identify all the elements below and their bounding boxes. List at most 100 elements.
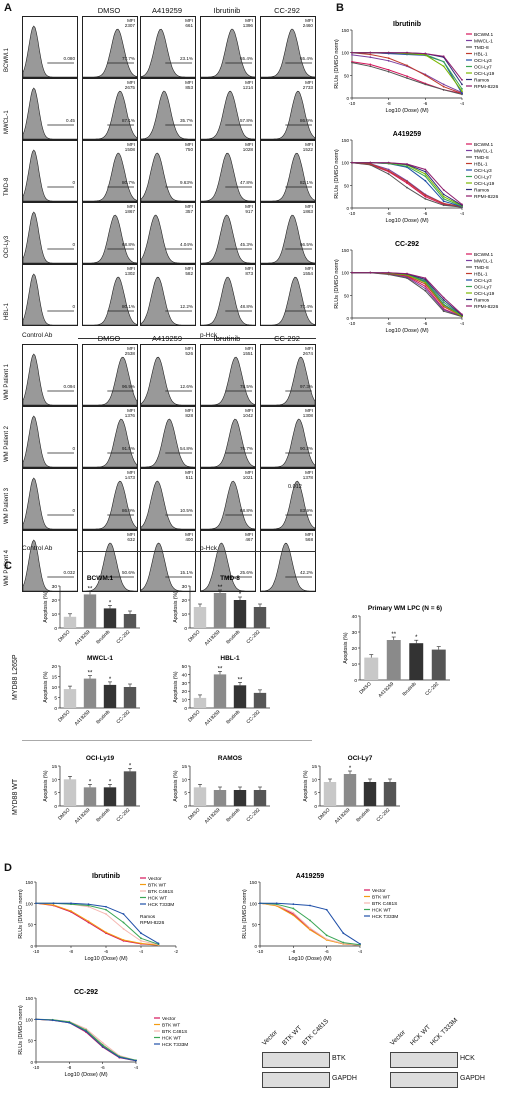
data-point <box>35 902 37 905</box>
chart-title: OCI-Ly19 <box>86 755 115 762</box>
mfi-number: 1554 <box>302 271 313 276</box>
data-point <box>51 1019 54 1022</box>
a-bottom-row-label: WM Patient 2 <box>4 425 10 462</box>
gate-percent: 97.3% <box>299 384 313 389</box>
x-tick-label: DMSO <box>317 807 332 822</box>
legend-label: BTK C481S <box>372 901 397 907</box>
gate-percent: 65.4% <box>299 56 313 61</box>
data-point <box>406 51 408 54</box>
mfi-label: MFI <box>127 266 135 271</box>
panel-c-divider <box>22 740 312 741</box>
x-axis-label: Log10 (Dose) (M) <box>288 956 331 962</box>
histogram-curve <box>201 418 255 467</box>
y-tick-label: 10 <box>352 662 358 668</box>
a-top-control-histogram: 0.080 <box>22 16 78 78</box>
x-tick-label: -8 <box>387 101 391 106</box>
bar <box>409 643 424 680</box>
a-top-phck-histogram: MFI 1214 57.8% <box>200 78 256 140</box>
a-bottom-phck-histogram: MFI 1473 86.9% <box>82 468 138 530</box>
histogram-curve <box>261 214 315 263</box>
mfi-number: 582 <box>185 271 193 276</box>
legend-label: HCK T333M <box>148 902 174 908</box>
histogram-curve <box>141 418 195 467</box>
blot-btk-gapdh-box <box>262 1072 330 1088</box>
y-tick-label: 20 <box>182 598 188 604</box>
histogram-curve <box>23 539 77 591</box>
a-top-phck-histogram: MFI 661 23.1% <box>140 16 196 78</box>
data-point <box>135 1059 137 1062</box>
data-point <box>424 281 427 284</box>
x-axis-label: Log10 (Dose) (M) <box>84 956 127 962</box>
gate-percent: 15.1% <box>179 570 193 575</box>
data-point <box>105 931 107 934</box>
histogram-curve <box>83 276 137 325</box>
mfi-value: MFI 582 <box>185 266 193 276</box>
data-point <box>351 61 353 64</box>
data-point <box>118 1056 121 1059</box>
a-top-col-header: A419259 <box>151 6 183 15</box>
gate-percent: 0.094 <box>63 384 76 389</box>
histogram-curve <box>261 276 315 325</box>
x-tick-label: -10 <box>33 1065 40 1070</box>
significance-mark: * <box>109 677 112 683</box>
mfi-value: MFI 661 <box>185 18 193 28</box>
a-top-control-histogram: 0 <box>22 202 78 264</box>
x-tick-label: -4 <box>460 321 464 326</box>
legend-label: BCWM.1 <box>474 32 494 38</box>
gate-percent: 10.5% <box>179 508 193 513</box>
legend-label: HBL-1 <box>474 51 488 57</box>
data-point <box>325 938 328 941</box>
mfi-number: 1522 <box>302 147 313 152</box>
legend-label: BCWM.1 <box>474 252 494 258</box>
x-tick-label: Ibrutinib <box>225 709 242 726</box>
x-tick-label: Ibrutinib <box>95 709 112 726</box>
data-point <box>442 200 445 203</box>
a-bottom-phck-histogram: MFI 568 42.2% <box>260 530 316 592</box>
x-tick-label: -10 <box>33 949 40 954</box>
data-point <box>292 907 295 910</box>
y-tick-label: 20 <box>52 598 58 604</box>
myd88-l265p-label: MYD88 L265P <box>12 654 19 700</box>
y-axis-label: RLUs (DMSO norm) <box>242 889 248 939</box>
y-tick-label: 100 <box>341 271 349 276</box>
y-tick-label: 150 <box>25 880 33 885</box>
x-tick-label: -8 <box>67 1065 71 1070</box>
gate-percent: 9.63% <box>179 180 193 185</box>
mfi-value: MFI 1396 <box>243 18 253 28</box>
data-point <box>387 68 390 71</box>
histogram-curve <box>201 542 255 591</box>
gate-percent: 0 <box>72 180 75 185</box>
histogram-curve <box>141 542 195 591</box>
data-point <box>140 937 142 940</box>
bar <box>63 779 77 806</box>
histogram-plot <box>201 214 255 263</box>
control-ab-label-top: Control Ab <box>22 332 53 339</box>
bar <box>63 616 77 628</box>
mfi-label: MFI <box>185 80 193 85</box>
data-point <box>442 188 445 191</box>
mfi-value: MFI 357 <box>185 204 193 214</box>
dose-response-chart: Ibrutinib 0 50 100 150 -10 -8 -6 -4 Log10 (Dose) … <box>334 21 499 114</box>
data-point <box>442 301 445 304</box>
x-tick-label: CC-292 <box>115 629 131 645</box>
y-tick-label: 10 <box>182 612 188 618</box>
y-tick-label: 0 <box>314 804 317 810</box>
histogram-plot <box>83 418 137 467</box>
data-point <box>387 51 390 54</box>
data-point <box>369 51 372 54</box>
data-point <box>424 285 427 288</box>
y-axis-label: RLUs (DMSO norm) <box>334 259 340 309</box>
chart-title: Ibrutinib <box>393 21 421 28</box>
histogram-curve <box>83 542 137 591</box>
bar <box>213 674 227 708</box>
a-top-row-label: HBL-1 <box>4 302 10 320</box>
data-point <box>424 74 427 77</box>
histogram-curve <box>23 149 77 201</box>
a-top-col-header: DMSO <box>97 6 121 15</box>
a-bottom-phck-histogram: MFI 828 54.8% <box>140 406 196 468</box>
legend-label: Vector <box>162 1016 176 1022</box>
x-tick-label: Ibrutinib <box>95 629 112 646</box>
bar <box>343 774 357 806</box>
mfi-label: MFI <box>245 80 253 85</box>
mfi-label: MFI <box>127 204 135 209</box>
